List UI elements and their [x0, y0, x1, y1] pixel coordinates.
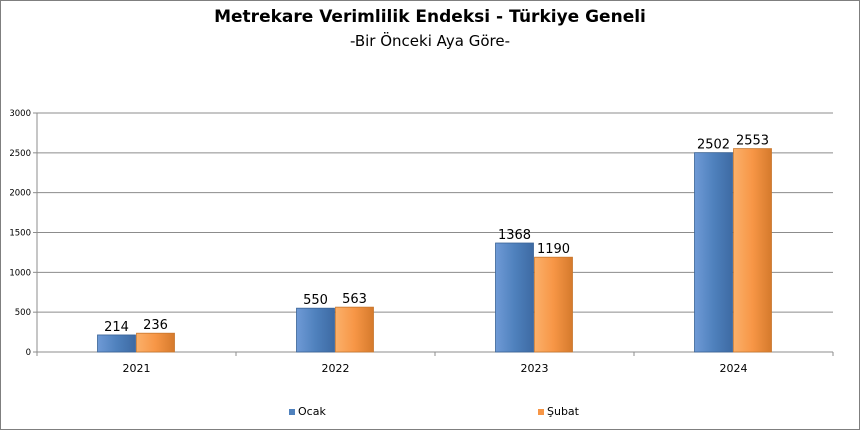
y-tick-label-3000: 3000: [9, 109, 31, 119]
legend-item-ocak: Ocak: [289, 405, 326, 418]
data-label-subat-2024: 2553: [736, 134, 769, 149]
legend-swatch-subat: [538, 408, 544, 415]
bar-subat-2023: [534, 256, 573, 353]
bar-subat-2024: [733, 148, 772, 353]
x-tick-label-2024: 2024: [720, 362, 748, 375]
data-label-subat-2022: 563: [342, 292, 367, 307]
bar-subat-2022: [335, 306, 374, 353]
x-tick-label-2022: 2022: [322, 362, 350, 375]
y-tick-label-1000: 1000: [9, 268, 31, 278]
data-label-ocak-2021: 214: [104, 320, 129, 335]
legend-swatch-ocak: [289, 408, 295, 415]
bar-ocak-2023: [495, 242, 534, 353]
legend-label-subat: Şubat: [547, 405, 579, 418]
x-tick-label-2021: 2021: [123, 362, 151, 375]
y-tick-label-2000: 2000: [9, 189, 31, 199]
y-tick-label-500: 500: [15, 308, 31, 318]
data-label-ocak-2024: 2502: [697, 138, 730, 153]
y-tick-label-0: 0: [26, 348, 31, 358]
y-axis: 0 500 1000 1500 2000 2500 3000: [9, 109, 38, 358]
data-label-ocak-2022: 550: [303, 293, 328, 308]
x-axis: 2021 2022 2023 2024: [36, 351, 834, 375]
y-tick-label-1500: 1500: [9, 229, 31, 239]
bar-ocak-2024: [694, 152, 733, 353]
chart-subtitle: -Bir Önceki Aya Göre-: [349, 32, 511, 50]
bar-subat-2021: [136, 332, 175, 353]
data-label-subat-2023: 1190: [537, 242, 570, 257]
y-tick-label-2500: 2500: [9, 149, 31, 159]
legend-label-ocak: Ocak: [298, 405, 326, 418]
data-label-subat-2021: 236: [143, 318, 168, 333]
data-labels: 214 236 550 563 1368 1190 2502 2553: [104, 134, 769, 335]
chart-title: Metrekare Verimlilik Endeksi - Türkiye G…: [214, 7, 646, 27]
data-label-ocak-2023: 1368: [498, 228, 531, 243]
legend-item-subat: Şubat: [538, 405, 579, 418]
bars: [97, 148, 772, 353]
bar-ocak-2022: [296, 307, 335, 353]
x-tick-label-2023: 2023: [521, 362, 549, 375]
bar-ocak-2021: [97, 334, 136, 353]
